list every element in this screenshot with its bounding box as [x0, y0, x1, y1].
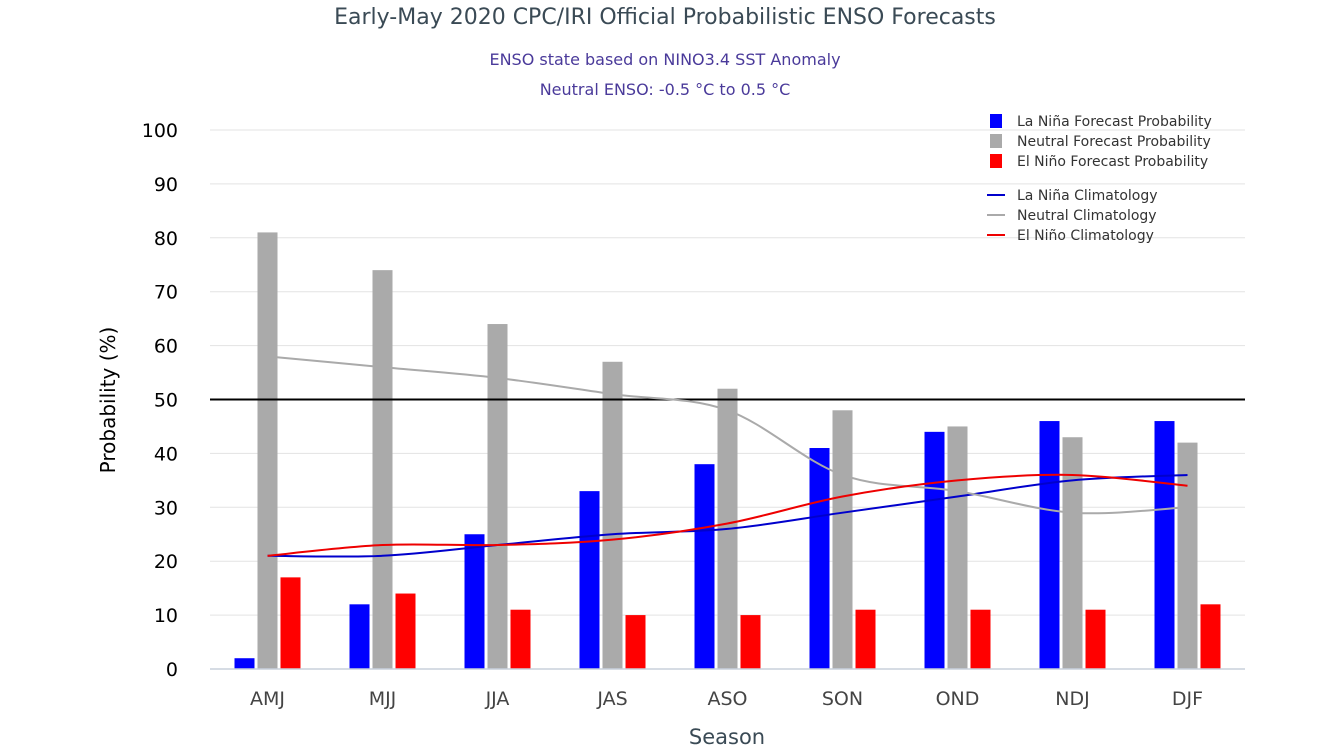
x-axis-ticks: AMJ MJJ JJA JAS ASO SON OND NDJ DJF: [250, 688, 1203, 710]
legend-swatch: [990, 114, 1002, 128]
la-nina-forecast-bar: [464, 534, 485, 669]
la-nina-forecast-bar: [924, 431, 945, 669]
neutral-forecast-bar: [372, 270, 393, 669]
legend-label: La Niña Forecast Probability: [1017, 114, 1212, 130]
el-nino-forecast-bar: [1200, 604, 1221, 669]
neutral-forecast-bar: [257, 232, 278, 669]
el-nino-forecast-bar: [970, 609, 991, 669]
legend-label: La Niña Climatology: [1017, 188, 1158, 204]
neutral-forecast-bar: [602, 361, 623, 669]
el-nino-forecast-bar: [280, 577, 301, 669]
y-tick-label: 30: [154, 497, 178, 519]
x-tick-label: MJJ: [369, 688, 397, 710]
la-nina-forecast-bar: [1039, 421, 1060, 669]
x-tick-label: JAS: [596, 688, 627, 710]
y-tick-label: 70: [154, 282, 178, 304]
el-nino-forecast-bar: [1085, 609, 1106, 669]
chart-subtitle-line-2: Neutral ENSO: -0.5 °C to 0.5 °C: [540, 80, 791, 99]
la-nina-forecast-bar: [579, 491, 600, 669]
x-axis-label: Season: [689, 725, 765, 749]
chart-subtitle-line-1: ENSO state based on NINO3.4 SST Anomaly: [489, 50, 840, 69]
climatology-lines: [267, 355, 1188, 558]
legend-label: Neutral Forecast Probability: [1017, 134, 1211, 150]
x-tick-label: OND: [936, 688, 980, 710]
la-nina-climatology-line: [267, 473, 1188, 558]
x-tick-label: ASO: [707, 688, 747, 710]
la-nina-forecast-bar: [349, 604, 370, 669]
legend: La Niña Forecast Probability Neutral Fore…: [987, 114, 1212, 244]
neutral-climatology-line: [267, 355, 1188, 515]
el-nino-forecast-bar: [625, 615, 646, 669]
x-tick-label: JJA: [485, 688, 510, 710]
la-nina-forecast-bar: [1154, 421, 1175, 669]
y-tick-label: 40: [154, 443, 178, 465]
neutral-forecast-bar: [1177, 442, 1198, 669]
x-tick-label: NDJ: [1055, 688, 1089, 710]
y-tick-label: 90: [154, 174, 178, 196]
neutral-forecast-bar: [832, 410, 853, 669]
el-nino-forecast-bar: [395, 593, 416, 669]
y-axis-ticks: 0 10 20 30 40 50 60 70 80 90 100: [142, 120, 178, 681]
y-tick-label: 0: [166, 659, 178, 681]
legend-swatch: [990, 154, 1002, 168]
el-nino-climatology-line: [267, 473, 1188, 557]
y-tick-label: 60: [154, 336, 178, 358]
la-nina-forecast-bar: [234, 658, 255, 669]
y-tick-label: 20: [154, 551, 178, 573]
y-axis-label: Probability (%): [96, 327, 120, 474]
legend-label: El Niño Climatology: [1017, 228, 1154, 244]
el-nino-forecast-bar: [855, 609, 876, 669]
y-tick-label: 50: [154, 390, 178, 412]
chart-title: Early-May 2020 CPC/IRI Official Probabil…: [334, 5, 996, 30]
neutral-forecast-bar: [487, 324, 508, 669]
y-tick-label: 80: [154, 228, 178, 250]
legend-swatch: [990, 134, 1002, 148]
neutral-forecast-bar: [947, 426, 968, 669]
el-nino-forecast-bar: [740, 615, 761, 669]
x-tick-label: AMJ: [250, 688, 285, 710]
la-nina-forecast-bar: [694, 464, 715, 669]
x-tick-label: DJF: [1172, 688, 1203, 710]
y-tick-label: 10: [154, 605, 178, 627]
bar-series: [234, 232, 1221, 669]
x-tick-label: SON: [822, 688, 863, 710]
neutral-forecast-bar: [1062, 437, 1083, 669]
el-nino-forecast-bar: [510, 609, 531, 669]
y-tick-label: 100: [142, 120, 178, 142]
legend-label: El Niño Forecast Probability: [1017, 154, 1208, 170]
la-nina-forecast-bar: [809, 448, 830, 669]
legend-label: Neutral Climatology: [1017, 208, 1157, 224]
